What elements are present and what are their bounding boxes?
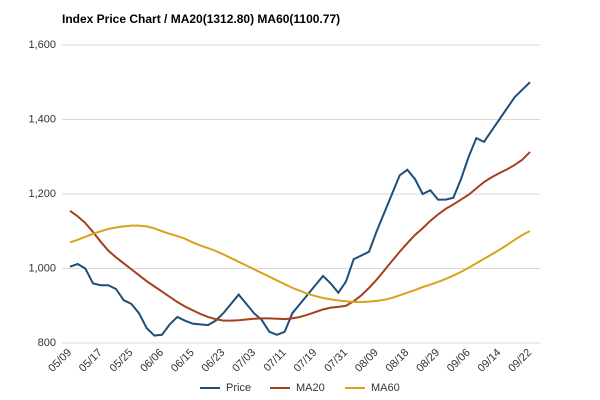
x-tick-label: 06/06 <box>138 347 166 375</box>
x-tick-label: 08/18 <box>384 347 412 375</box>
legend-label: MA20 <box>296 382 325 394</box>
legend-label: Price <box>226 382 251 394</box>
line-series <box>69 224 531 304</box>
x-tick-label: 07/31 <box>322 347 350 375</box>
x-tick-label: 09/06 <box>445 347 473 375</box>
y-tick-label: 1,400 <box>28 113 56 125</box>
x-tick-label: 07/11 <box>261 347 288 374</box>
x-tick-label: 05/17 <box>77 347 105 375</box>
line-series <box>69 81 531 337</box>
x-tick-label: 05/25 <box>108 347 136 375</box>
legend-label: MA60 <box>371 382 400 394</box>
x-tick-label: 06/23 <box>200 347 228 375</box>
x-tick-label: 07/19 <box>292 347 320 375</box>
x-tick-label: 06/15 <box>169 347 197 375</box>
x-tick-label: 09/14 <box>476 347 504 375</box>
x-tick-label: 07/03 <box>230 347 258 375</box>
x-tick-label: 08/09 <box>353 347 381 375</box>
y-tick-label: 1,600 <box>28 39 56 51</box>
line-series <box>69 151 531 322</box>
y-tick-label: 1,000 <box>28 262 56 274</box>
x-tick-label: 09/22 <box>506 347 534 375</box>
x-tick-label: 08/29 <box>414 347 442 375</box>
y-tick-label: 800 <box>38 337 56 349</box>
chart-title: Index Price Chart / MA20(1312.80) MA60(1… <box>62 12 340 26</box>
y-tick-label: 1,200 <box>28 188 56 200</box>
x-tick-label: 05/09 <box>46 347 74 375</box>
